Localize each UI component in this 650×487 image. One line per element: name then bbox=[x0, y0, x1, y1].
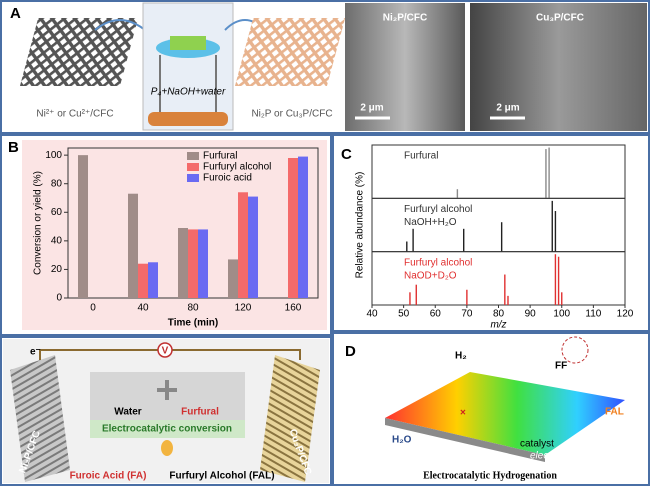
x-tick-label: 0 bbox=[90, 303, 96, 314]
voltmeter-label: V bbox=[162, 346, 169, 357]
droplet bbox=[161, 440, 173, 456]
x-tick-label: 90 bbox=[525, 309, 537, 320]
panel-label: C bbox=[341, 146, 352, 163]
scale-label: 2 μm bbox=[360, 103, 383, 114]
x-tick-label: 50 bbox=[398, 309, 410, 320]
condition-label: NaOH+H₂O bbox=[404, 217, 457, 228]
bar bbox=[78, 155, 88, 298]
x-axis-label: m/z bbox=[490, 320, 506, 331]
ff-marker bbox=[561, 336, 589, 364]
legend-label: Furoic acid bbox=[203, 173, 252, 184]
electron-label: e⁻ bbox=[30, 347, 41, 358]
cathode bbox=[260, 355, 320, 482]
legend-swatch bbox=[187, 174, 199, 182]
reaction-label: P₄+NaOH+water bbox=[151, 87, 226, 98]
reactor-base bbox=[148, 112, 228, 126]
mesh-precursor bbox=[19, 18, 139, 86]
x-tick-label: 70 bbox=[461, 309, 473, 320]
x-tick-label: 40 bbox=[366, 309, 378, 320]
y-tick-label: 40 bbox=[51, 235, 63, 246]
cathode-product: Furfuryl Alcohol (FAL) bbox=[169, 471, 274, 482]
panel-a-frame bbox=[0, 0, 650, 134]
cross: × bbox=[460, 408, 466, 419]
bar bbox=[238, 192, 248, 298]
catalyst-label: catalyst bbox=[520, 439, 554, 450]
sem-image bbox=[345, 3, 465, 131]
anode-product: Furoic Acid (FA) bbox=[70, 471, 147, 482]
panel-label: D bbox=[345, 343, 356, 360]
x-tick-label: 40 bbox=[137, 303, 149, 314]
y-tick-label: 100 bbox=[45, 150, 62, 161]
x-tick-label: 80 bbox=[187, 303, 199, 314]
y-tick-label: 80 bbox=[51, 178, 63, 189]
bar bbox=[148, 262, 158, 298]
precursor-label: Ni²⁺ or Cu²⁺/CFC bbox=[36, 109, 113, 120]
legend-swatch bbox=[187, 152, 199, 160]
x-tick-label: 80 bbox=[493, 309, 505, 320]
panel-label: A bbox=[10, 5, 21, 22]
y-tick-label: 60 bbox=[51, 207, 63, 218]
x-tick-label: 120 bbox=[617, 309, 634, 320]
catalyst-plate bbox=[385, 372, 625, 455]
bar bbox=[248, 196, 258, 298]
reactor bbox=[142, 2, 234, 131]
arrow bbox=[94, 19, 146, 31]
bar bbox=[138, 263, 148, 298]
legend-label: Furfuryl alcohol bbox=[404, 257, 472, 268]
x-tick-label: 100 bbox=[553, 309, 570, 320]
bar bbox=[178, 228, 188, 298]
sem-image bbox=[470, 3, 647, 131]
panel-b-frame bbox=[0, 134, 332, 336]
fal-label: FAL bbox=[605, 407, 624, 418]
voltmeter bbox=[157, 342, 173, 358]
sample bbox=[170, 36, 206, 50]
x-tick-label: 110 bbox=[585, 309, 601, 320]
y-axis-label: Relative abundance (%) bbox=[355, 172, 366, 279]
anode bbox=[10, 355, 70, 482]
panel-label: B bbox=[8, 139, 19, 156]
product-label: Ni₂P or Cu₃P/CFC bbox=[251, 109, 332, 120]
bar bbox=[128, 193, 138, 298]
legend-label: Furfural bbox=[404, 151, 438, 162]
legend-label: Furfuryl alcohol bbox=[203, 162, 271, 173]
bar bbox=[228, 259, 238, 298]
x-axis-label: Time (min) bbox=[168, 318, 218, 329]
furfural-label: Furfural bbox=[181, 407, 219, 418]
ff-label: FF bbox=[555, 361, 567, 372]
legend-label: Furfuryl alcohol bbox=[404, 204, 472, 215]
sem-label: Cu₃P/CFC bbox=[536, 13, 584, 24]
scheme-frame bbox=[0, 336, 332, 486]
sem-label: Ni₂P/CFC bbox=[383, 13, 427, 24]
condition-label: NaOD+D₂O bbox=[404, 270, 457, 281]
scale-label: 2 μm bbox=[496, 103, 519, 114]
x-tick-label: 160 bbox=[285, 303, 302, 314]
legend-swatch bbox=[187, 163, 199, 171]
x-tick-label: 120 bbox=[235, 303, 252, 314]
water-label: Water bbox=[114, 407, 142, 418]
mesh-product bbox=[234, 18, 346, 86]
panel-d-frame bbox=[332, 332, 650, 486]
y-axis-label: Conversion or yield (%) bbox=[33, 171, 44, 275]
y-tick-label: 0 bbox=[56, 293, 62, 304]
electrode bbox=[385, 418, 545, 462]
panel-c-frame bbox=[332, 134, 650, 332]
y-tick-label: 20 bbox=[51, 264, 63, 275]
legend-label: Furfural bbox=[203, 151, 237, 162]
bar bbox=[188, 229, 198, 298]
bar bbox=[198, 229, 208, 298]
h2o-label: H₂O bbox=[392, 435, 412, 446]
x-tick-label: 60 bbox=[430, 309, 442, 320]
electrode-label: electrode bbox=[530, 451, 572, 462]
h2-label: H₂ bbox=[455, 351, 467, 362]
bar bbox=[298, 156, 308, 298]
bar bbox=[288, 158, 298, 298]
caption: Electrocatalytic Hydrogenation bbox=[423, 470, 557, 481]
process-bar bbox=[90, 420, 245, 438]
process-label: Electrocatalytic conversion bbox=[102, 424, 232, 435]
